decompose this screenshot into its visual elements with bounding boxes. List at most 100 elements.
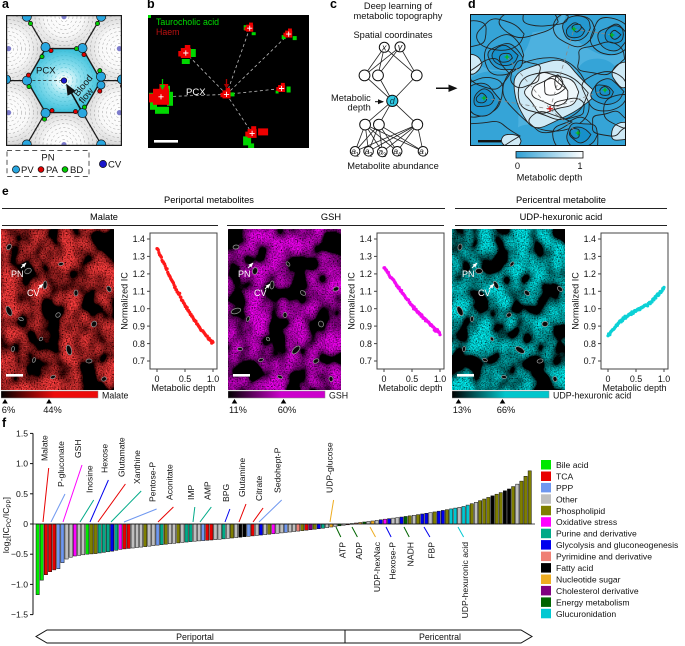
svg-text:Nucleotide sugar: Nucleotide sugar [556,575,621,585]
svg-text:0.8: 0.8 [360,339,372,349]
svg-text:1.0: 1.0 [584,304,596,314]
svg-text:Energy metabolism: Energy metabolism [556,597,630,607]
svg-text:0.7: 0.7 [133,356,145,366]
svg-text:d: d [390,96,396,106]
svg-text:metabolic topography: metabolic topography [354,11,443,21]
svg-text:PA: PA [46,165,59,176]
svg-text:Pyrimidine and derivative: Pyrimidine and derivative [556,552,652,562]
svg-text:Metabolic depth: Metabolic depth [151,383,215,393]
svg-text:Sedohept-P: Sedohept-P [273,447,283,493]
svg-text:Glutamine: Glutamine [237,458,247,497]
svg-text:a: a [419,146,424,156]
svg-text:Pericentral: Pericentral [419,632,461,642]
svg-text:Deep learning of: Deep learning of [364,1,433,11]
svg-text:PV: PV [21,165,34,176]
svg-text:GSH: GSH [329,391,348,401]
svg-text:0.5: 0.5 [630,374,642,384]
svg-text:0.7: 0.7 [584,356,596,366]
svg-text:a: a [378,147,383,157]
svg-text:UDP-hexuronic acid: UDP-hexuronic acid [553,391,631,401]
svg-text:0.5: 0.5 [406,374,418,384]
svg-text:Periportal: Periportal [176,632,214,642]
svg-text:UDP-hexuronic acid: UDP-hexuronic acid [460,542,470,619]
svg-text:3: 3 [383,153,387,159]
svg-text:Pentose-P: Pentose-P [148,462,158,502]
svg-text:−0.5: −0.5 [11,549,28,559]
svg-text:0: 0 [606,374,611,384]
svg-text:CV: CV [254,288,267,298]
svg-text:IMP: IMP [186,484,196,500]
svg-text:1.1: 1.1 [133,287,145,297]
svg-text:1.4: 1.4 [360,234,372,244]
svg-text:log2[ICPC/ICPP]: log2[ICPC/ICPP] [1,497,13,553]
svg-text:0.9: 0.9 [584,321,596,331]
svg-text:1.0: 1.0 [16,459,28,469]
svg-text:Malate: Malate [102,391,129,401]
svg-text:1: 1 [356,152,360,158]
svg-text:0.8: 0.8 [584,339,596,349]
svg-text:UDP-glucose: UDP-glucose [325,442,335,493]
svg-text:11%: 11% [229,405,247,415]
svg-text:1.2: 1.2 [584,269,596,279]
svg-text:66%: 66% [497,405,516,415]
svg-text:UDP-hexNac: UDP-hexNac [372,541,382,592]
svg-text:6%: 6% [2,405,15,415]
svg-text:0.9: 0.9 [360,321,372,331]
svg-text:Metabolic depth: Metabolic depth [517,173,583,183]
svg-text:Glucuronidation: Glucuronidation [556,609,616,619]
svg-text:1.3: 1.3 [584,252,596,262]
svg-text:1.0: 1.0 [207,374,219,384]
svg-text:0.8: 0.8 [133,339,145,349]
svg-text:Cholesterol derivative: Cholesterol derivative [556,586,639,596]
svg-text:Purine and derivative: Purine and derivative [556,529,637,539]
svg-text:1.1: 1.1 [584,287,596,297]
svg-text:1.0: 1.0 [133,304,145,314]
svg-text:0.7: 0.7 [360,356,372,366]
svg-text:AMP: AMP [202,481,212,500]
svg-text:BPG: BPG [221,484,231,502]
svg-text:ADP: ADP [354,542,364,560]
svg-text:Taurocholic acid: Taurocholic acid [156,17,219,27]
svg-text:PN: PN [462,269,475,279]
svg-text:−1.5: −1.5 [11,610,28,620]
svg-text:a: a [365,146,370,156]
svg-text:44%: 44% [43,405,62,415]
svg-text:BD: BD [70,165,83,176]
svg-text:0.5: 0.5 [179,374,191,384]
svg-text:PN: PN [11,269,24,279]
svg-text:Citrate: Citrate [254,475,264,501]
svg-text:Spatial coordinates: Spatial coordinates [353,30,432,40]
svg-text:Other: Other [556,494,578,504]
svg-text:Xanthine: Xanthine [132,450,142,484]
svg-text:Normalized IC: Normalized IC [120,272,130,330]
svg-text:0.5: 0.5 [16,489,28,499]
svg-text:Metabolic depth: Metabolic depth [602,383,666,393]
svg-text:NADH: NADH [406,542,416,566]
svg-text:1.0: 1.0 [434,374,446,384]
svg-text:Haem: Haem [156,27,179,37]
svg-text:0: 0 [23,519,28,529]
svg-text:P-gluconate: P-gluconate [56,441,66,487]
svg-text:GSH: GSH [73,439,83,458]
svg-text:ATP: ATP [337,542,347,558]
svg-text:Normalized IC: Normalized IC [347,272,357,330]
svg-text:1.2: 1.2 [360,269,372,279]
svg-text:Inosine: Inosine [85,465,95,493]
svg-text:Glutamate: Glutamate [116,437,126,477]
svg-text:y: y [397,42,403,52]
svg-text:a: a [393,146,398,156]
svg-text:Aconitate: Aconitate [164,464,174,500]
svg-text:1.4: 1.4 [584,234,596,244]
svg-text:13%: 13% [453,405,472,415]
svg-text:1: 1 [577,161,582,171]
svg-text:1.0: 1.0 [360,304,372,314]
svg-text:PN: PN [238,269,251,279]
svg-text:0: 0 [155,374,160,384]
svg-text:60%: 60% [278,405,297,415]
svg-text:Bile acid: Bile acid [556,460,589,470]
svg-text:PCX: PCX [36,66,56,77]
svg-text:Metabolic: Metabolic [331,93,371,103]
svg-text:a: a [351,146,356,156]
svg-text:0: 0 [515,161,520,171]
svg-text:0: 0 [382,374,387,384]
